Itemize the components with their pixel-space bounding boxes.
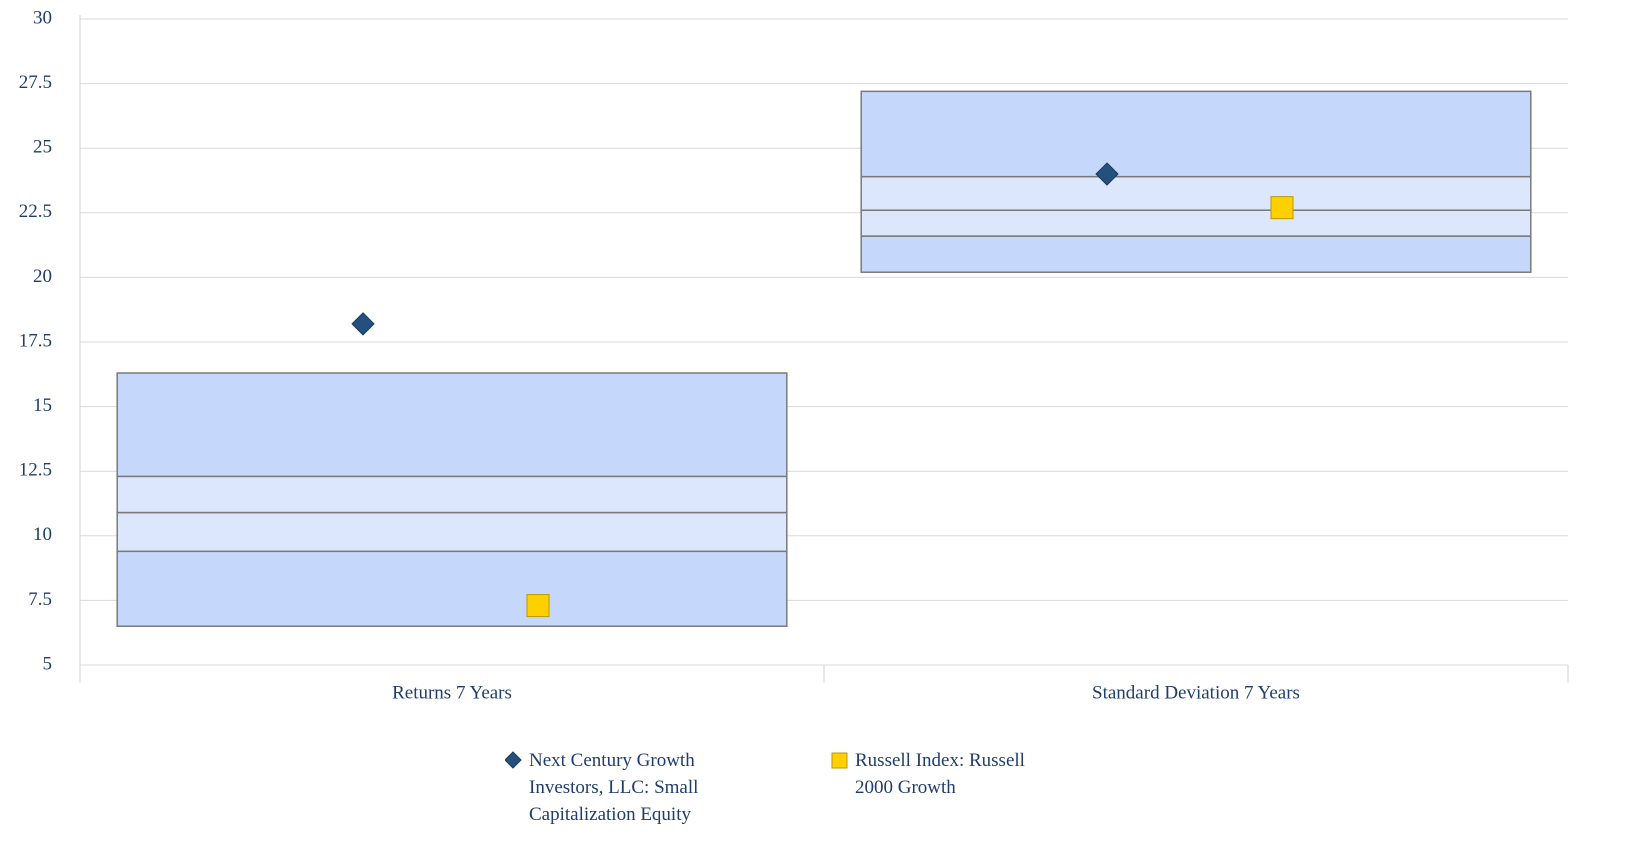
- y-tick-label: 27.5: [19, 72, 52, 93]
- box-lower: [860, 235, 1532, 273]
- marker-diamond: [1095, 162, 1119, 186]
- legend-marker: [831, 752, 848, 769]
- x-tick-label: Returns 7 Years: [392, 682, 512, 703]
- y-tick-label: 10: [33, 524, 52, 545]
- box-upper: [860, 90, 1532, 178]
- y-tick-label: 20: [33, 266, 52, 287]
- box-inner-upper: [116, 475, 788, 514]
- marker-square: [1270, 196, 1294, 220]
- y-tick-label: 30: [33, 7, 52, 28]
- marker-square: [526, 594, 550, 618]
- legend-swatch: [831, 752, 848, 769]
- y-tick-label: 15: [33, 395, 52, 416]
- legend-item: Russell Index: Russell 2000 Growth: [831, 747, 1060, 801]
- legend-marker: [505, 751, 522, 769]
- y-tick-label: 25: [33, 137, 52, 158]
- y-tick-label: 7.5: [28, 589, 52, 610]
- legend-label: Next Century Growth Investors, LLC: Smal…: [529, 750, 699, 825]
- y-tick-label: 5: [43, 653, 53, 674]
- box-inner-upper: [860, 175, 1532, 211]
- box-lower: [116, 550, 788, 627]
- y-tick-label: 12.5: [19, 460, 52, 481]
- box-inner-lower: [116, 511, 788, 553]
- legend-label: Russell Index: Russell 2000 Growth: [855, 750, 1025, 798]
- legend-swatch: [505, 751, 522, 769]
- legend-item: Next Century Growth Investors, LLC: Smal…: [505, 747, 734, 828]
- box-upper: [116, 372, 788, 478]
- marker-diamond: [351, 312, 375, 336]
- y-tick-label: 17.5: [19, 330, 52, 351]
- box-inner-lower: [860, 209, 1532, 237]
- x-tick-label: Standard Deviation 7 Years: [1092, 682, 1300, 703]
- y-tick-label: 22.5: [19, 201, 52, 222]
